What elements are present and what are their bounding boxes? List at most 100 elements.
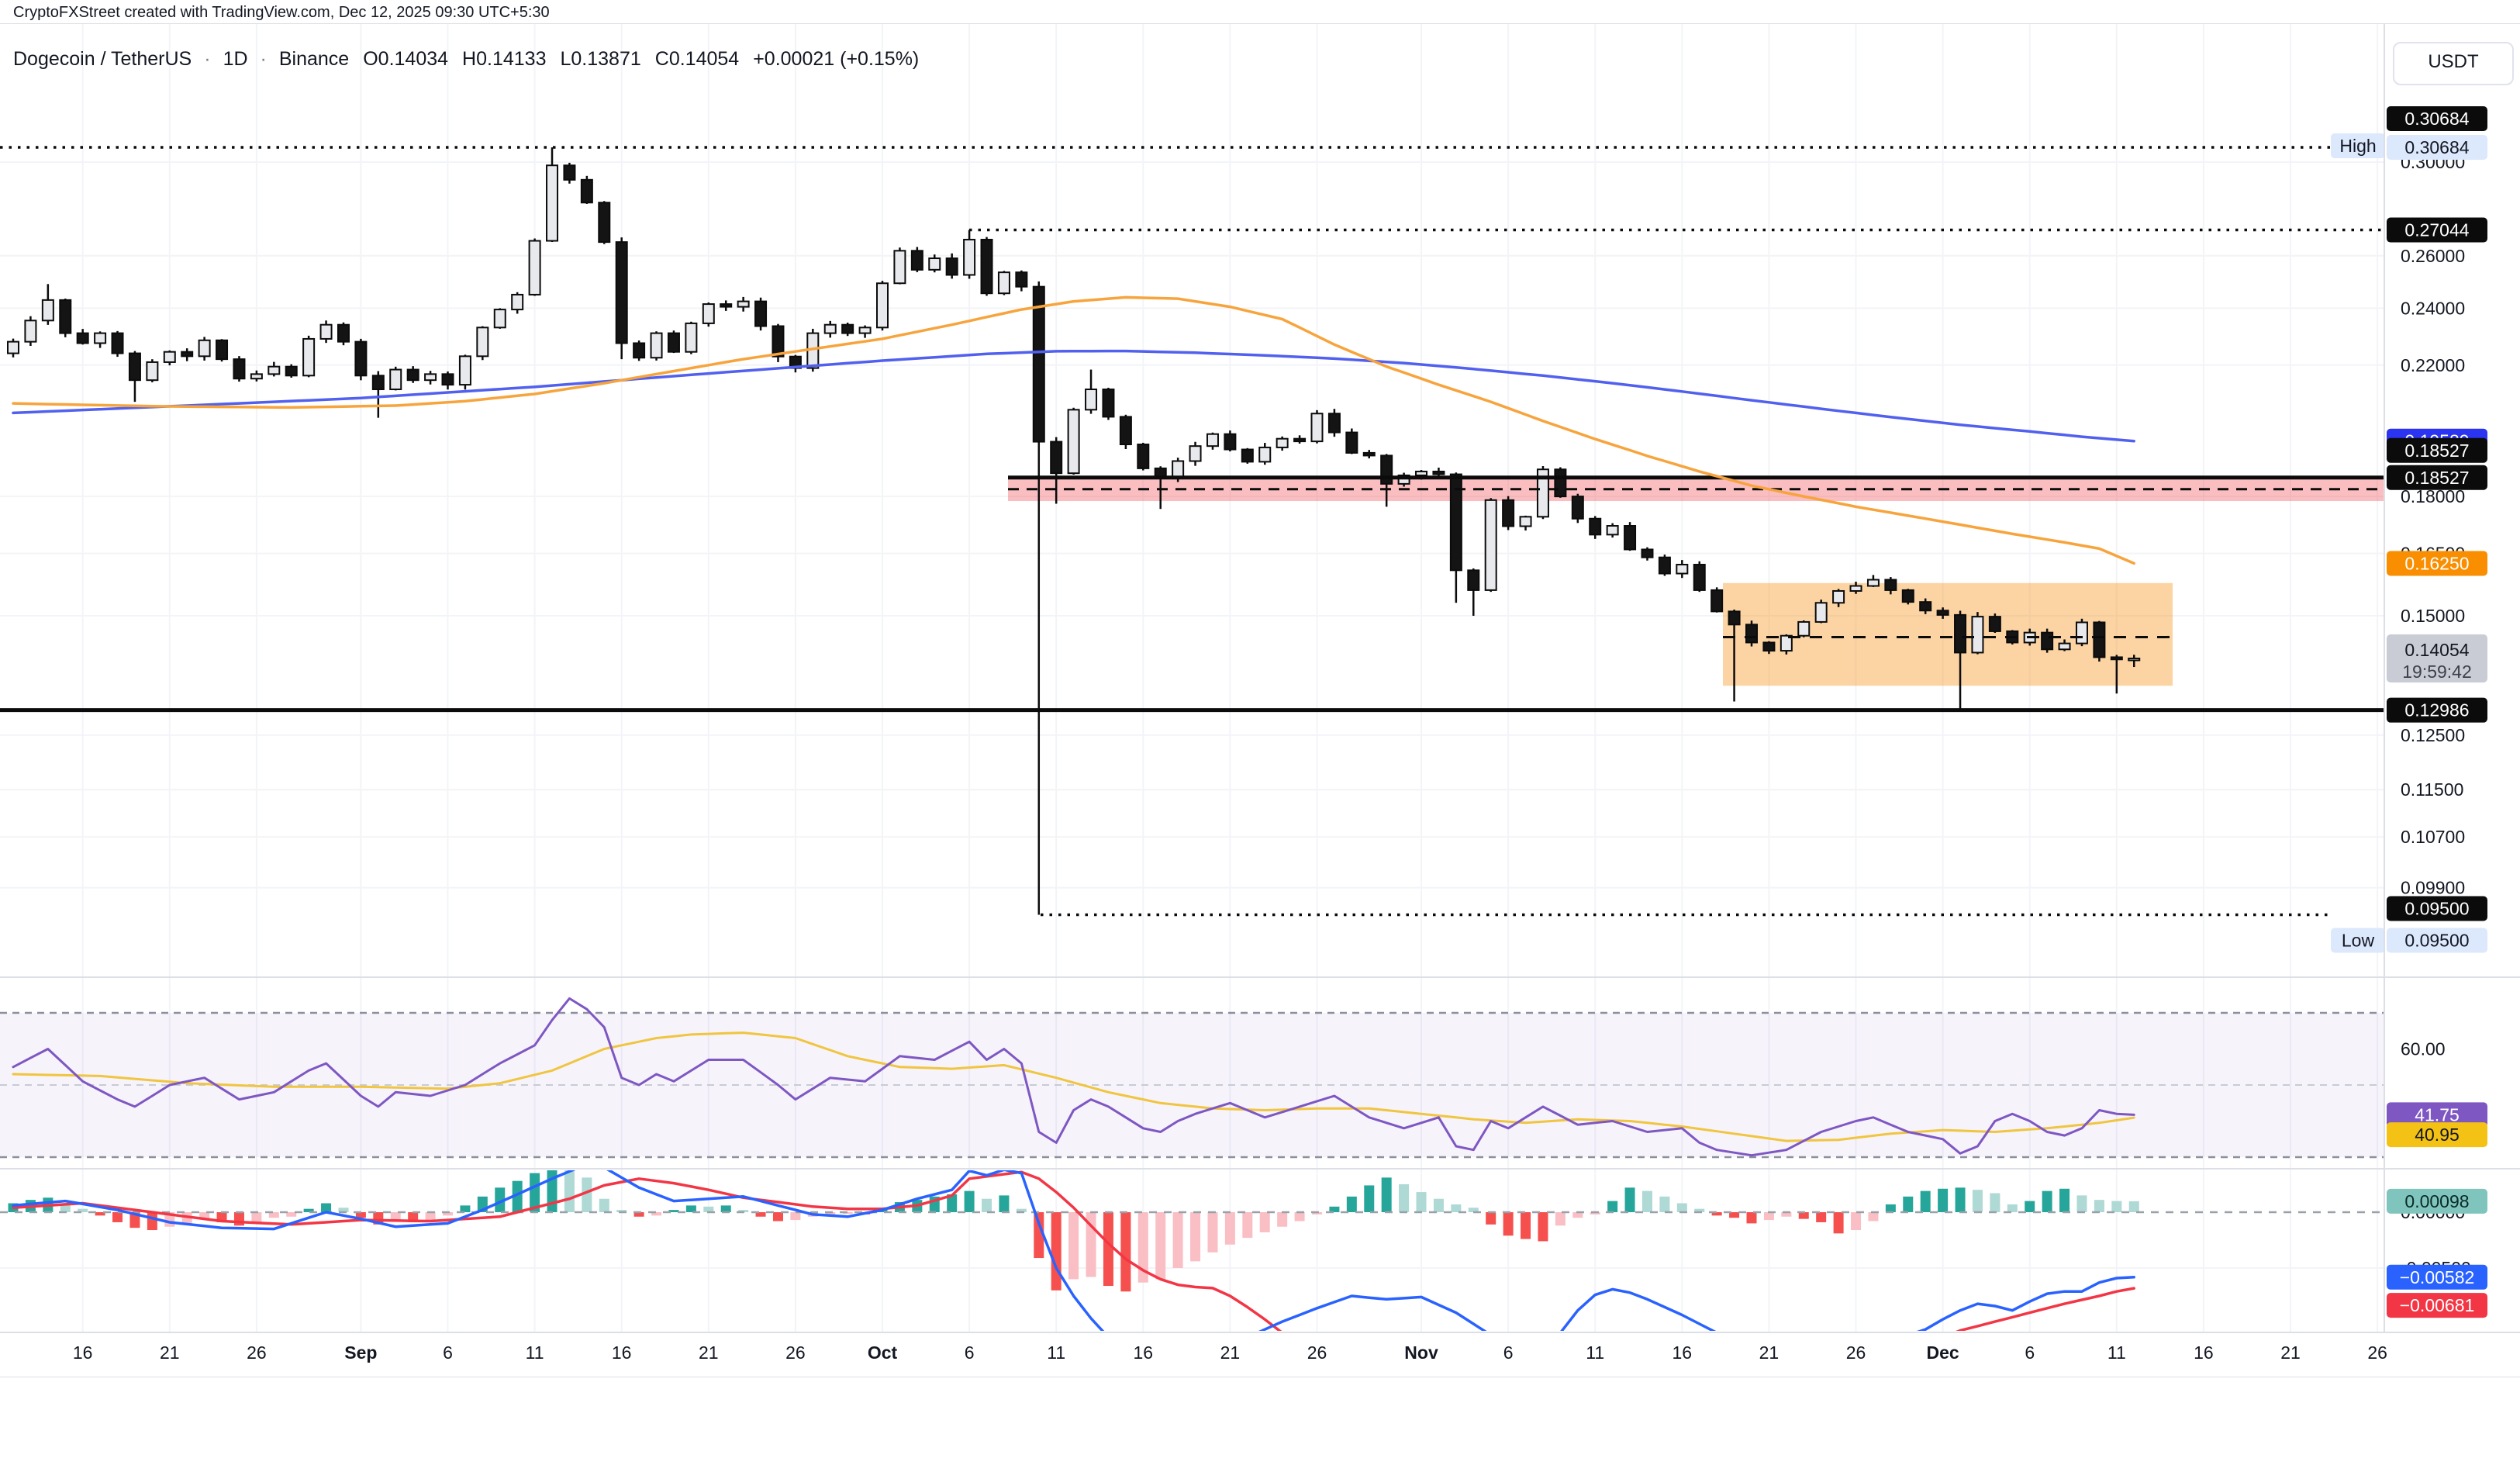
low-chip xyxy=(2331,928,2385,953)
time-tick-label: 26 xyxy=(1307,1342,1327,1363)
macd-bar xyxy=(1433,1198,1444,1212)
candle-body xyxy=(1432,470,1445,475)
candle-body xyxy=(1241,448,1254,463)
candle-body xyxy=(1866,579,1880,587)
price-tick-label: 0.15000 xyxy=(2401,606,2465,626)
candle-body xyxy=(546,164,559,242)
time-tick-label: 16 xyxy=(73,1342,93,1363)
macd-bar xyxy=(1816,1212,1827,1222)
macd-bar xyxy=(651,1212,662,1216)
rsi-badge-label: 40.95 xyxy=(2415,1125,2460,1145)
candle-body xyxy=(2058,642,2071,651)
macd-bar xyxy=(112,1212,123,1222)
candle-body xyxy=(823,323,837,334)
candle-body xyxy=(319,323,333,340)
macd-bar xyxy=(1972,1190,1983,1212)
macd-line[interactable] xyxy=(12,1164,2135,1357)
macd-badge xyxy=(2387,1293,2487,1318)
macd-bar xyxy=(1190,1212,1201,1262)
low-chip-label: Low xyxy=(2342,930,2375,950)
candle-body xyxy=(997,271,1010,295)
candle-body xyxy=(1954,613,1967,654)
legend-separator: · xyxy=(260,48,267,70)
macd-bar xyxy=(1346,1196,1357,1212)
candlestick-layer xyxy=(7,147,2141,915)
candle-body xyxy=(1380,454,1393,485)
attribution-text: CryptoFXStreet created with TradingView.… xyxy=(13,4,550,21)
candle-body xyxy=(598,202,611,244)
macd-bar xyxy=(233,1212,244,1226)
macd-bar xyxy=(1851,1212,1862,1231)
candle-body xyxy=(1710,589,1724,613)
candle-body xyxy=(1467,569,1480,591)
candle-body xyxy=(1519,516,1532,527)
candle-body xyxy=(754,300,768,327)
candle-body xyxy=(772,325,785,358)
ma-orange-line[interactable] xyxy=(12,295,2135,565)
candle-body xyxy=(1449,473,1462,572)
symbol-title[interactable]: Dogecoin / TetherUS xyxy=(13,48,192,70)
candle-body xyxy=(1658,556,1671,575)
rsi-ma-line[interactable] xyxy=(12,1031,2135,1142)
candle-body xyxy=(1085,389,1098,411)
macd-pane[interactable] xyxy=(0,1164,2384,1367)
time-tick-label: 26 xyxy=(247,1342,267,1363)
price-line-badge xyxy=(2387,697,2487,723)
price-axis[interactable]: 0.300000.260000.240000.220000.180000.165… xyxy=(2387,105,2487,1318)
macd-bar xyxy=(268,1212,279,1218)
current-price-value: 0.14054 xyxy=(2404,640,2469,660)
macd-bar xyxy=(1521,1212,1531,1239)
candle-body xyxy=(1693,564,1706,591)
rsi-pane[interactable] xyxy=(0,997,2384,1159)
price-tick-label: 0.26000 xyxy=(2401,246,2465,266)
macd-bar xyxy=(129,1212,140,1228)
macd-bar xyxy=(633,1212,644,1217)
time-tick-label: 16 xyxy=(2194,1342,2214,1363)
time-tick-label: 16 xyxy=(1673,1342,1693,1363)
candle-body xyxy=(1606,525,1619,536)
candle-body xyxy=(2075,621,2088,644)
time-tick-label: 11 xyxy=(526,1342,544,1363)
candle-body xyxy=(250,373,263,380)
macd-bar xyxy=(772,1212,783,1221)
candle-body xyxy=(354,340,368,377)
macd-bar xyxy=(1763,1212,1774,1221)
high-chip-label: High xyxy=(2339,136,2376,156)
candle-body xyxy=(615,241,628,344)
macd-bar xyxy=(199,1212,210,1219)
rsi-badge-label: 41.75 xyxy=(2415,1104,2460,1125)
price-line-badge-label: 0.12986 xyxy=(2404,700,2469,720)
macd-badge-label: −0.00681 xyxy=(2400,1295,2475,1315)
time-tick-label: 6 xyxy=(1503,1342,1514,1363)
macd-bar xyxy=(303,1208,314,1212)
time-tick-label: 21 xyxy=(160,1342,180,1363)
macd-bar xyxy=(1120,1212,1131,1292)
time-tick-label: Oct xyxy=(868,1342,898,1363)
candle-body xyxy=(24,320,37,343)
time-axis[interactable]: 16 21 26 Sep 6 11 16 21 26 Oct 6 11 16 21 26 Nov 6 11 16 21… xyxy=(73,1342,2387,1363)
macd-bar xyxy=(1955,1187,1966,1212)
macd-bar xyxy=(355,1212,366,1218)
macd-bar xyxy=(1468,1208,1479,1212)
currency-toggle-button[interactable]: USDT xyxy=(2393,42,2514,85)
macd-bar xyxy=(1746,1212,1757,1224)
candle-body xyxy=(76,332,89,344)
candle-body xyxy=(406,368,419,382)
candle-body xyxy=(1641,548,1654,558)
candle-body xyxy=(1762,641,1776,652)
macd-bar xyxy=(685,1205,696,1212)
price-tick-label: 0.11500 xyxy=(2401,779,2463,800)
time-tick-label: 6 xyxy=(2025,1342,2035,1363)
main-price-pane[interactable] xyxy=(0,146,2384,917)
macd-bar xyxy=(738,1210,749,1212)
macd-bar xyxy=(599,1198,609,1212)
interval-label[interactable]: 1D xyxy=(223,48,248,70)
rsi-line[interactable] xyxy=(12,997,2135,1157)
candle-body xyxy=(1849,585,1862,592)
ma-blue-line[interactable] xyxy=(12,349,2135,443)
macd-bar xyxy=(530,1173,540,1212)
candle-body xyxy=(1293,437,1307,443)
macd-bar xyxy=(390,1212,401,1221)
macd-bar xyxy=(1259,1212,1270,1232)
